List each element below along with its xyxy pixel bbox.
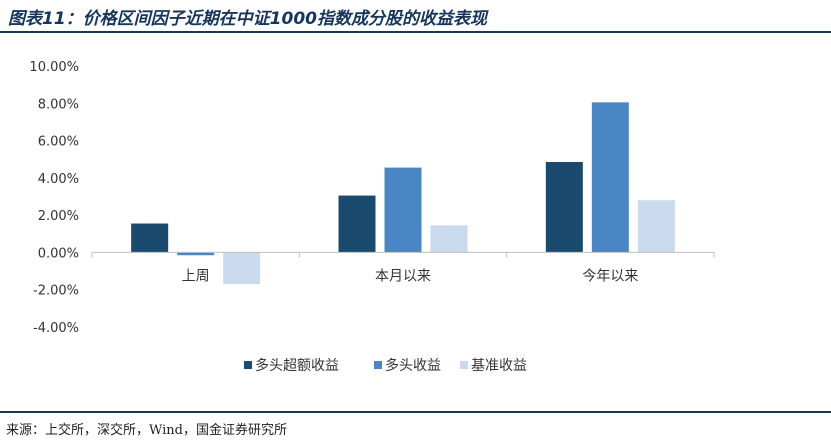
top-rule xyxy=(0,31,831,33)
bar-多头收益-今年以来 xyxy=(591,102,629,253)
legend-label: 多头超额收益 xyxy=(255,357,339,374)
bar-基准收益-今年以来 xyxy=(637,200,675,253)
x-category-label: 上周 xyxy=(182,268,210,284)
legend-swatch xyxy=(460,361,468,369)
y-tick-label: 0.00% xyxy=(38,246,79,261)
x-category-label: 今年以来 xyxy=(582,268,638,284)
y-axis-ticks: 10.00% 8.00% 6.00% 4.00% 2.00% 0.00% -2.00% -4.… xyxy=(29,60,79,336)
bar-基准收益-上周 xyxy=(223,252,261,285)
x-axis-categories: 上周 本月以来 今年以来 xyxy=(91,252,715,284)
legend-swatch xyxy=(244,361,252,369)
bar-多头超额收益-今年以来 xyxy=(545,162,583,253)
legend-label: 多头收益 xyxy=(385,357,441,374)
bar-多头收益-上周 xyxy=(177,252,215,256)
y-tick-label: -4.00% xyxy=(33,321,79,336)
y-tick-label: 8.00% xyxy=(38,97,79,112)
y-tick-label: 2.00% xyxy=(38,209,79,224)
y-tick-label: -2.00% xyxy=(33,284,79,299)
bar-chart: 10.00% 8.00% 6.00% 4.00% 2.00% 0.00% -2.00% -4.… xyxy=(29,60,715,374)
legend-swatch xyxy=(374,361,382,369)
bottom-rule xyxy=(0,411,831,413)
legend-label: 基准收益 xyxy=(471,357,527,374)
bar-基准收益-本月以来 xyxy=(430,225,468,253)
bar-多头超额收益-上周 xyxy=(131,223,169,253)
figure-title: 图表11：价格区间因子近期在中证1000指数成分股的收益表现 xyxy=(8,9,487,29)
y-tick-label: 6.00% xyxy=(38,135,79,150)
source-note: 来源：上交所，深交所，Wind，国金证券研究所 xyxy=(6,423,287,438)
bar-多头超额收益-本月以来 xyxy=(338,195,376,253)
x-category-label: 本月以来 xyxy=(375,268,431,284)
y-tick-label: 4.00% xyxy=(38,172,79,187)
chart-bars xyxy=(131,102,675,285)
chart-legend: 多头超额收益 多头收益 基准收益 xyxy=(244,357,527,374)
y-tick-label: 10.00% xyxy=(29,60,79,75)
bar-多头收益-本月以来 xyxy=(384,167,422,253)
